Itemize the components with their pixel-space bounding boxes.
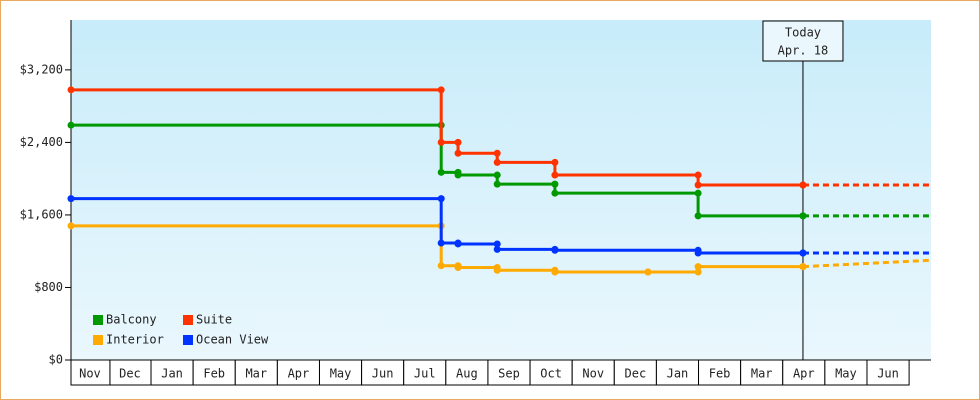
point: [437, 239, 445, 247]
point: [799, 249, 807, 257]
x-tick-label: Feb: [709, 367, 731, 381]
x-tick-label: Jun: [372, 367, 394, 381]
x-tick-label: Apr: [793, 367, 815, 381]
point: [67, 222, 75, 230]
x-tick-label: Feb: [203, 367, 225, 381]
x-tick-label: Dec: [625, 367, 647, 381]
x-tick-label: Nov: [79, 367, 101, 381]
x-tick-cell: [698, 359, 742, 386]
y-tick-label: $1,600: [20, 207, 63, 221]
x-tick-cell: [70, 359, 111, 386]
point: [694, 249, 702, 257]
corner-point: [551, 158, 559, 166]
x-tick-cell: [613, 359, 657, 386]
point: [437, 138, 445, 146]
x-tick-label: Jan: [667, 367, 689, 381]
x-tick-label: Apr: [288, 367, 310, 381]
x-tick-label: Oct: [540, 367, 562, 381]
corner-point: [437, 86, 445, 94]
legend-label: Ocean View: [196, 333, 269, 347]
x-tick-cell: [866, 359, 910, 386]
point: [454, 171, 462, 179]
y-tick-label: $0: [49, 353, 63, 367]
y-tick-label: $2,400: [20, 135, 63, 149]
corner-point: [694, 171, 702, 179]
corner-point: [454, 138, 462, 146]
x-tick-label: Mar: [751, 367, 773, 381]
legend-swatch: [93, 315, 103, 325]
legend-label: Suite: [196, 313, 232, 327]
x-tick-cell: [234, 359, 278, 386]
point: [437, 168, 445, 176]
legend-label: Balcony: [106, 313, 157, 327]
point: [799, 212, 807, 220]
point: [551, 268, 559, 276]
point: [454, 264, 462, 272]
x-tick-cell: [824, 359, 868, 386]
x-tick-label: Mar: [245, 367, 267, 381]
point: [799, 181, 807, 189]
today-label: Today: [785, 26, 821, 40]
point: [437, 262, 445, 270]
x-tick-label: Dec: [119, 367, 141, 381]
x-tick-cell: [571, 359, 615, 386]
legend-swatch: [183, 315, 193, 325]
point: [493, 245, 501, 253]
point: [551, 246, 559, 254]
x-tick-label: Aug: [456, 367, 478, 381]
x-tick-cell: [109, 359, 152, 386]
x-tick-cell: [740, 359, 784, 386]
point: [67, 121, 75, 129]
legend-swatch: [93, 335, 103, 345]
today-box: [762, 20, 844, 62]
point: [493, 158, 501, 166]
point: [493, 180, 501, 188]
x-tick-cell: [403, 359, 447, 386]
point: [493, 266, 501, 274]
point: [454, 240, 462, 248]
point: [694, 263, 702, 271]
x-tick-label: May: [835, 367, 857, 381]
corner-point: [493, 171, 501, 179]
x-tick-label: Sep: [498, 367, 520, 381]
point: [551, 189, 559, 197]
today-label: Apr. 18: [778, 44, 829, 58]
x-tick-cell: [276, 359, 320, 386]
legend-label: Interior: [106, 333, 164, 347]
corner-point: [493, 149, 501, 157]
y-tick-label: $3,200: [20, 62, 63, 76]
point: [454, 149, 462, 157]
point: [644, 268, 652, 276]
point: [67, 86, 75, 94]
y-tick-label: $800: [34, 280, 63, 294]
plot-area: [71, 20, 931, 360]
point: [799, 263, 807, 271]
point: [694, 181, 702, 189]
x-tick-cell: [487, 359, 531, 386]
corner-point: [551, 180, 559, 188]
point: [551, 171, 559, 179]
corner-point: [694, 268, 702, 276]
x-tick-label: Nov: [582, 367, 604, 381]
corner-point: [493, 240, 501, 248]
point: [67, 195, 75, 203]
x-tick-label: Jun: [877, 367, 899, 381]
legend-swatch: [183, 335, 193, 345]
x-tick-label: Jan: [161, 367, 183, 381]
x-tick-cell: [192, 359, 236, 386]
corner-point: [694, 189, 702, 197]
forecast-line: [802, 258, 932, 269]
corner-point: [437, 195, 445, 203]
x-tick-label: May: [330, 367, 352, 381]
x-tick-label: Jul: [414, 367, 436, 381]
point: [694, 212, 702, 220]
x-tick-cell: [150, 359, 194, 386]
